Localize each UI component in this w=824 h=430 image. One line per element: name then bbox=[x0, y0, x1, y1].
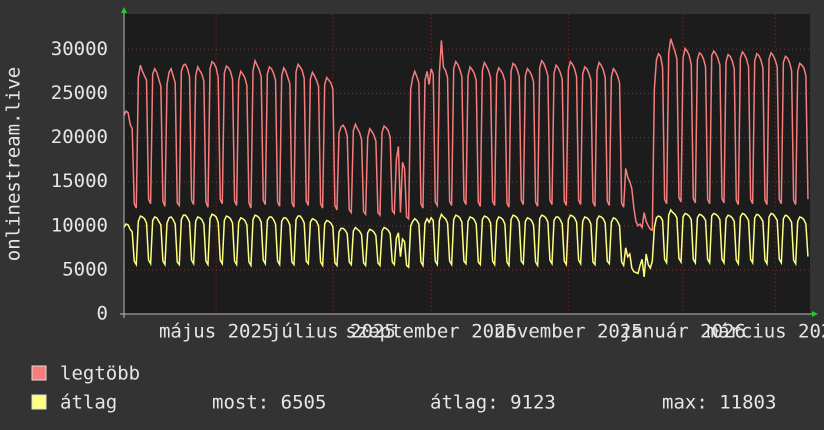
legend-label: átlag bbox=[60, 392, 117, 414]
x-tick-label: május 2025 bbox=[159, 321, 273, 343]
x-tick-label: július 2025 bbox=[270, 321, 396, 343]
y-tick-label: 30000 bbox=[51, 38, 108, 60]
y-axis-label: onlinestream.live bbox=[3, 67, 25, 261]
y-tick-label: 15000 bbox=[51, 170, 108, 192]
x-tick-label: szeptember 2025 bbox=[345, 321, 517, 343]
legend: legtöbb átlag most: 6505 átlag: 9123 max… bbox=[31, 363, 776, 414]
legend-stat: átlag: 9123 bbox=[430, 392, 556, 414]
x-tick-label: november 2025 bbox=[494, 321, 643, 343]
axis-arrow bbox=[812, 311, 818, 317]
legend-stat: max: 11803 bbox=[662, 392, 776, 414]
x-tick-label: március 2026 bbox=[707, 321, 824, 343]
y-tick-label: 5000 bbox=[62, 258, 108, 280]
lines bbox=[123, 38, 809, 278]
y-tick-label: 0 bbox=[97, 303, 108, 325]
legend-swatch bbox=[31, 394, 47, 410]
axis-arrow bbox=[121, 7, 127, 13]
legend-swatch bbox=[31, 365, 47, 381]
series-line bbox=[123, 208, 809, 278]
axis-labels: 0 5000 10000 15000 20000 25000 30000 május 2025… bbox=[51, 38, 824, 343]
y-tick-label: 25000 bbox=[51, 82, 108, 104]
x-tick-label: január 2026 bbox=[620, 321, 746, 343]
y-tick-label: 20000 bbox=[51, 126, 108, 148]
y-tick-label: 10000 bbox=[51, 214, 108, 236]
legend-label: legtöbb bbox=[60, 363, 140, 385]
legend-stat: most: 6505 bbox=[212, 392, 326, 414]
series-line bbox=[123, 38, 809, 232]
